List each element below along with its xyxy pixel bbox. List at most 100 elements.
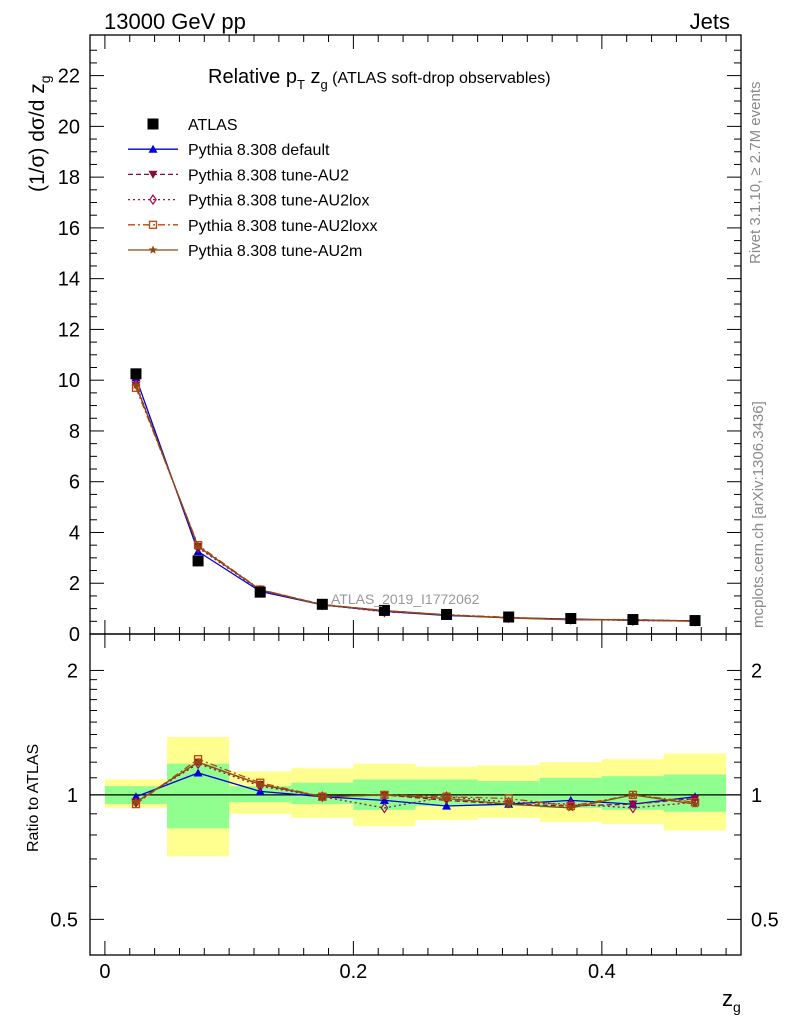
- top-point-atlas: [503, 611, 515, 623]
- ratio-point-au2: [628, 800, 638, 809]
- ratio-line-au2loxx: [135, 758, 696, 807]
- x-tick-label: 0.4: [588, 961, 616, 983]
- ratio-line-default: [135, 772, 696, 807]
- top-y-axis-label-main: (1/σ) dσ/d z: [26, 83, 49, 192]
- top-point-au2m: [131, 380, 141, 389]
- ratio-point-au2m: [628, 790, 638, 799]
- top-point-atlas: [627, 614, 639, 626]
- header-right-label: Jets: [690, 9, 730, 34]
- ratio-point-au2lox: [380, 802, 389, 814]
- top-line-au2m: [135, 385, 696, 622]
- ratio-y-tick-label-right: 0.5: [751, 909, 779, 931]
- top-panel-ticks: 0 2 4 6 8 10 12 14 16 18 20 22: [58, 35, 741, 646]
- top-point-atlas: [192, 555, 204, 567]
- ratio-point-au2m: [380, 790, 389, 799]
- legend-label-au2m: Pythia 8.308 tune-AU2m: [188, 243, 362, 260]
- legend-label-au2lox: Pythia 8.308 tune-AU2lox: [188, 193, 369, 210]
- legend-marker-au2loxx: [148, 220, 158, 229]
- top-point-atlas: [689, 615, 701, 627]
- top-y-tick-label: 12: [58, 319, 80, 341]
- top-y-tick-label: 0: [69, 624, 80, 646]
- top-y-tick-label: 22: [58, 66, 80, 88]
- top-y-tick-label: 20: [58, 116, 80, 138]
- top-point-default: [193, 547, 203, 556]
- ratio-y-tick-label-left: 1: [67, 785, 78, 807]
- top-line-default: [135, 377, 696, 622]
- top-line-au2: [135, 385, 696, 622]
- x-tick-label: 0.2: [339, 961, 367, 983]
- ratio-panel-series: [131, 755, 700, 814]
- top-y-tick-label: 6: [69, 472, 80, 494]
- ratio-point-default: [131, 792, 141, 801]
- top-point-au2m: [193, 541, 203, 551]
- plot-title: Relative pT zg (ATLAS soft-drop observab…: [208, 66, 551, 92]
- top-y-tick-label: 14: [58, 269, 80, 291]
- ratio-line-au2lox: [135, 762, 696, 809]
- ratio-point-au2lox: [504, 796, 513, 808]
- top-y-tick-label: 2: [69, 573, 80, 595]
- legend-marker-au2: [148, 170, 158, 179]
- top-point-atlas: [316, 598, 328, 610]
- analysis-watermark: ATLAS_2019_I1772062: [331, 591, 480, 607]
- plot-title-mid: z: [305, 66, 321, 88]
- ratio-panel-frame: [89, 633, 742, 956]
- ratio-point-au2m: [566, 803, 576, 812]
- top-line-au2lox: [135, 383, 696, 622]
- ratio-point-au2m: [504, 799, 513, 808]
- top-y-tick-label: 10: [58, 370, 80, 392]
- plot-title-tail: (ATLAS soft-drop observables): [328, 70, 551, 87]
- ratio-point-au2m: [193, 757, 203, 766]
- x-axis-label: zg: [722, 986, 741, 1015]
- legend-marker-default: [148, 144, 158, 153]
- top-point-atlas: [378, 604, 390, 616]
- bottom-panel-ticks: 0 0.2 0.4 0.5 0.5 1 1 2 2: [50, 634, 779, 983]
- top-y-axis-label-sub: g: [37, 75, 53, 83]
- ratio-point-au2lox: [442, 791, 451, 803]
- top-line-au2loxx: [135, 387, 696, 622]
- ratio-point-au2m: [318, 792, 327, 801]
- header-left-label: 13000 GeV pp: [104, 9, 246, 34]
- top-panel-series: [130, 368, 701, 627]
- ratio-y-tick-label-left: 0.5: [50, 909, 78, 931]
- ratio-y-tick-label-right: 2: [751, 660, 762, 682]
- plot-title-sub-t: T: [297, 77, 305, 92]
- mcplots-info-label: mcplots.cern.ch [arXiv:1306.3436]: [750, 401, 767, 628]
- top-y-tick-label: 4: [69, 522, 80, 544]
- top-y-axis-label: (1/σ) dσ/d zg: [26, 75, 53, 192]
- top-point-atlas: [254, 586, 266, 598]
- ratio-line-au2m: [135, 761, 696, 809]
- legend-label-au2: Pythia 8.308 tune-AU2: [188, 167, 349, 184]
- ratio-point-au2m: [131, 797, 141, 806]
- ratio-point-au2lox: [629, 802, 637, 814]
- legend-label-default: Pythia 8.308 default: [188, 142, 330, 159]
- x-axis-label-sub: g: [733, 999, 741, 1015]
- top-point-atlas: [130, 368, 142, 380]
- legend-marker-au2lox: [149, 194, 157, 206]
- x-tick-label: 0: [99, 961, 110, 983]
- ratio-point-default: [379, 795, 389, 804]
- top-y-tick-label: 16: [58, 218, 80, 240]
- legend: ATLAS Pythia 8.308 default Pythia 8.308 tu…: [128, 117, 377, 260]
- ratio-point-au2lox: [691, 796, 699, 808]
- top-y-tick-label: 18: [58, 167, 80, 189]
- ratio-y-tick-label-left: 2: [67, 660, 78, 682]
- legend-marker-au2m: [148, 245, 158, 254]
- ratio-point-au2m: [442, 794, 451, 803]
- ratio-point-default: [442, 801, 452, 810]
- top-y-tick-label: 8: [69, 421, 80, 443]
- ratio-point-au2m: [255, 779, 265, 789]
- ratio-point-default: [193, 768, 203, 777]
- ratio-y-axis-label: Ratio to ATLAS: [25, 744, 42, 852]
- x-axis-label-main: z: [722, 986, 733, 1011]
- top-point-atlas: [565, 613, 577, 625]
- top-point-atlas: [441, 608, 453, 620]
- plot-title-main: Relative p: [208, 66, 297, 88]
- rivet-info-label: Rivet 3.1.10, ≥ 2.7M events: [747, 82, 764, 265]
- plot-title-sub-g: g: [320, 77, 327, 92]
- legend-label-au2loxx: Pythia 8.308 tune-AU2loxx: [188, 218, 377, 235]
- ratio-point-au2m: [690, 799, 700, 808]
- ratio-y-tick-label-right: 1: [751, 785, 762, 807]
- legend-label-atlas: ATLAS: [188, 117, 238, 134]
- legend-marker-atlas: [147, 118, 159, 130]
